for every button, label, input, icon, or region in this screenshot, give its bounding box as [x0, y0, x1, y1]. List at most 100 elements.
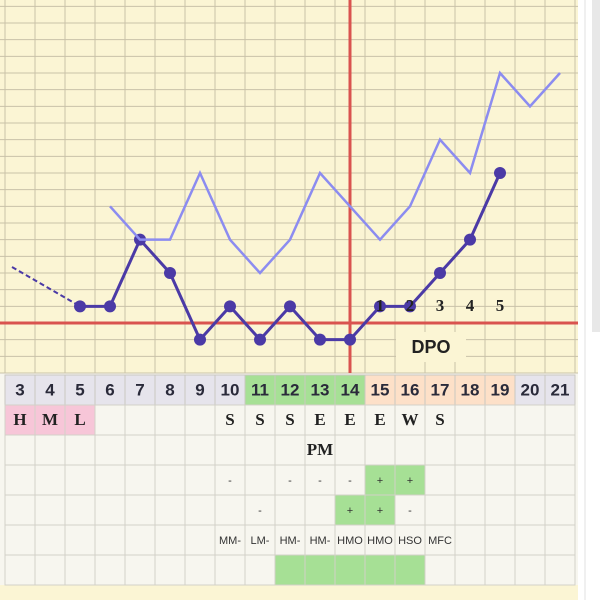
cell-text: LM- [251, 535, 270, 547]
temp-point [464, 233, 476, 246]
cell-text: - [288, 475, 292, 487]
table-cell [454, 524, 486, 556]
table-cell [124, 524, 156, 556]
table-cell [4, 494, 36, 526]
table-cell [154, 494, 186, 526]
cell-text: - [318, 475, 322, 487]
table-cell [244, 554, 276, 586]
temp-point [104, 300, 116, 313]
table-cell [214, 434, 246, 466]
cell-text: HM- [280, 535, 301, 547]
day-label: 20 [521, 380, 540, 399]
table-cell [454, 464, 486, 496]
table-cell [454, 404, 486, 436]
table-cell [94, 494, 126, 526]
cell-text: MM- [219, 535, 241, 547]
table-cell [214, 554, 246, 586]
table-cell [484, 494, 516, 526]
day-label: 16 [401, 380, 420, 399]
cell-text: MFC [428, 535, 452, 547]
cell-text: M [42, 410, 58, 429]
cell-text: HMO [367, 535, 393, 547]
table-cell [184, 464, 216, 496]
dpo-label: 3 [436, 296, 445, 315]
day-label: 13 [311, 380, 330, 399]
day-label: 4 [45, 380, 55, 399]
table-cell [424, 524, 456, 556]
table-cell [274, 404, 306, 436]
dpo-label: 5 [496, 296, 505, 315]
table-cell [304, 554, 336, 586]
table-cell [484, 554, 516, 586]
day-label: 21 [551, 380, 570, 399]
day-cell [274, 374, 306, 406]
cell-text: S [225, 410, 234, 429]
table-cell [154, 464, 186, 496]
table-cell [34, 524, 66, 556]
cell-text: HMO [337, 535, 363, 547]
table-cell [544, 404, 576, 436]
temp-point [164, 267, 176, 279]
cell-text: - [258, 505, 262, 517]
table-cell [544, 554, 576, 586]
table-cell [394, 404, 426, 436]
day-label: 9 [195, 380, 204, 399]
day-cell [514, 374, 546, 406]
table-cell [334, 554, 366, 586]
day-cell [484, 374, 516, 406]
table-cell [214, 524, 246, 556]
day-label: 3 [15, 380, 24, 399]
cell-text: + [347, 505, 353, 517]
day-label: 11 [251, 380, 269, 399]
table-cell [4, 434, 36, 466]
table-cell [544, 494, 576, 526]
table-cell [364, 434, 396, 466]
table-cell [304, 494, 336, 526]
day-label: 10 [221, 380, 240, 399]
table-cell [484, 464, 516, 496]
cell-text: HM- [310, 535, 331, 547]
table-cell [154, 434, 186, 466]
table-cell [364, 464, 396, 496]
table-cell [334, 494, 366, 526]
day-label: 17 [431, 380, 450, 399]
table-cell [184, 524, 216, 556]
table-cell [94, 554, 126, 586]
temp-point [194, 333, 206, 346]
table-cell [364, 494, 396, 526]
day-label: 12 [281, 380, 300, 399]
table-cell [94, 404, 126, 436]
dpo-label: 2 [406, 296, 415, 315]
table-cell [454, 554, 486, 586]
table-cell [154, 524, 186, 556]
table-cell [304, 464, 336, 496]
day-label: 14 [341, 380, 360, 399]
table-cell [154, 404, 186, 436]
table-cell [394, 554, 426, 586]
scrollbar[interactable] [592, 0, 600, 332]
temp-point [374, 300, 386, 313]
table-cell [94, 464, 126, 496]
day-label: 8 [165, 380, 174, 399]
table-cell [64, 554, 96, 586]
table-cell [394, 434, 426, 466]
table-cell [274, 434, 306, 466]
temp-point [74, 300, 86, 313]
table-cell [34, 434, 66, 466]
cell-text: H [13, 410, 26, 429]
cell-text: - [408, 505, 412, 517]
table-cell [154, 554, 186, 586]
table-cell [124, 494, 156, 526]
table-cell [184, 554, 216, 586]
cell-text: S [435, 410, 444, 429]
table-cell [184, 404, 216, 436]
cell-text: S [255, 410, 264, 429]
day-cell [544, 374, 576, 406]
cell-text: E [374, 410, 385, 429]
table-cell [214, 404, 246, 436]
day-cell [394, 374, 426, 406]
temp-point [224, 300, 236, 313]
day-label: 15 [371, 380, 390, 399]
table-cell [484, 404, 516, 436]
